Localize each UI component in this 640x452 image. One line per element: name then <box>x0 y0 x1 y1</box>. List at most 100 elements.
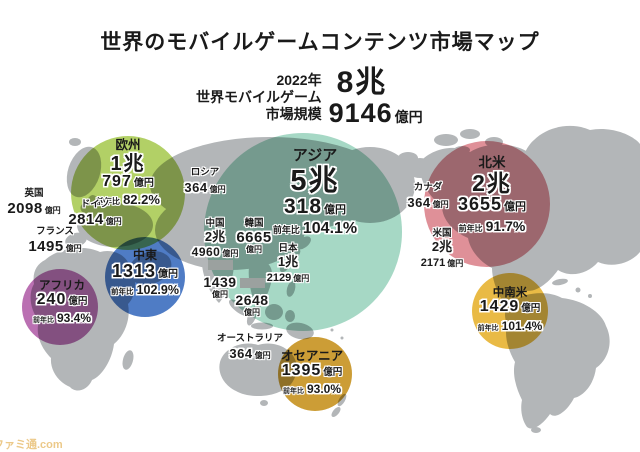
caribbean-dot <box>588 294 592 298</box>
iceland-shape <box>69 138 81 146</box>
pacific-island-dot <box>330 328 334 332</box>
region-name: 欧州 <box>115 138 141 152</box>
region-label-asia: アジア 5兆 318 億円 前年比 104.1% <box>235 148 395 238</box>
country-value: 1495 億円 <box>28 237 82 255</box>
country-value: 1439 <box>203 273 237 290</box>
country-label-canada: カナダ 364 億円 <box>386 182 470 212</box>
region-name: 中南米 <box>492 287 528 299</box>
region-yoy: 前年比 93.4% <box>32 310 92 325</box>
country-value: 2648 <box>235 291 269 308</box>
country-value-cho: 2兆 <box>204 228 226 244</box>
region-name: 中東 <box>132 248 157 262</box>
country-label-obscured-1: 1439 億円 <box>186 257 254 300</box>
country-value: 2098 億円 <box>7 199 61 217</box>
region-label-north-america: 北米 2兆 3655 億円 前年比 91.7% <box>412 155 572 234</box>
region-name: オセアニア <box>280 349 344 363</box>
country-value-cho: 1兆 <box>277 253 299 269</box>
bubble-europe <box>71 136 185 250</box>
country-value: 6665 <box>236 228 272 246</box>
summary-total-oku: 9146 億円 <box>329 98 423 129</box>
caribbean-dot <box>575 287 581 293</box>
region-label-latin-america: 中南米 1429 億円 前年比 101.4% <box>450 287 570 332</box>
summary-total-cho: 8兆 <box>336 66 388 99</box>
country-label-uk: 英国 2098 億円 <box>0 188 76 218</box>
chukotka-shape <box>398 152 418 164</box>
country-value-unit: 億円 <box>212 289 228 299</box>
region-yoy: 前年比 104.1% <box>272 219 358 237</box>
region-value-cho: 1兆 <box>110 153 146 176</box>
tasmania-shape <box>260 400 268 406</box>
country-value: 364 億円 <box>184 179 226 195</box>
tierra-del-fuego-shape <box>531 427 541 433</box>
page-title: 世界のモバイルゲームコンテンツ市場マップ <box>100 31 540 54</box>
summary-year: 2022年 <box>276 72 322 88</box>
country-label-japan: 日本 1兆 2129 億円 <box>251 243 325 286</box>
country-value: 2814 億円 <box>68 210 122 228</box>
summary-total-unit: 億円 <box>394 109 423 125</box>
bubble-asia <box>204 133 402 331</box>
region-label-africa: アフリカ 240 億円 前年比 93.4% <box>0 280 124 324</box>
bubble-middle-east <box>105 237 185 317</box>
country-label-russia: ロシア 364 億円 <box>163 167 247 197</box>
summary-market-label: 世界モバイルゲーム <box>196 88 322 105</box>
region-yoy: 前年比 101.4% <box>477 318 543 333</box>
australia-shape <box>219 343 297 397</box>
region-yoy: 前年比 102.9% <box>111 283 179 298</box>
region-value: 1313 億円 <box>111 260 179 281</box>
region-value: 3655 億円 <box>457 194 527 215</box>
country-value: 2129 億円 <box>266 271 310 284</box>
caribbean-shape <box>552 278 568 286</box>
region-value: 1395 億円 <box>281 362 343 380</box>
bubble-africa <box>22 269 98 345</box>
country-value: 364 億円 <box>407 194 449 210</box>
famitsu-watermark: ファミ通.com <box>0 439 63 451</box>
arctic-island-shape <box>460 129 480 139</box>
region-value: 318 億円 <box>283 194 347 218</box>
region-name: アフリカ <box>39 280 85 292</box>
region-yoy: 前年比 93.0% <box>282 381 342 396</box>
country-value: 364 億円 <box>229 345 271 361</box>
region-value: 1429 億円 <box>479 298 541 316</box>
country-value: 2171 億円 <box>420 256 464 269</box>
country-value-unit: 億円 <box>246 245 262 255</box>
region-value-cho: 2兆 <box>472 170 512 197</box>
region-name: アジア <box>292 147 338 164</box>
country-label-obscured-2: 2648 億円 <box>218 275 286 318</box>
region-label-middle-east: 中東 1313 億円 前年比 102.9% <box>85 249 205 298</box>
bubble-oceania <box>278 337 352 411</box>
country-label-france: フランス 1495 億円 <box>13 226 97 256</box>
country-label-china: 中国 2兆 4960 億円 <box>178 218 252 261</box>
iberia-shape <box>65 232 87 248</box>
market-summary: 2022年 世界モバイルゲーム 市場規模 8兆 9146 億円 <box>196 68 423 129</box>
region-yoy: 前年比 82.2% <box>96 191 160 207</box>
obscured-name-box <box>239 278 265 288</box>
region-label-oceania: オセアニア 1395 億円 前年比 93.0% <box>252 349 372 396</box>
region-value: 240 億円 <box>36 291 88 309</box>
country-value: 4960 億円 <box>191 244 239 259</box>
summary-values: 8兆 9146 億円 <box>329 68 423 129</box>
country-label-usa: 米国 2兆 2171 億円 <box>405 228 479 271</box>
summary-total-oku-number: 9146 <box>328 98 393 128</box>
summary-scale-label: 市場規模 <box>265 105 322 122</box>
country-label-australia: オーストラリア 364 億円 <box>203 333 297 363</box>
region-yoy: 前年比 91.7% <box>458 217 526 234</box>
bubble-north-america <box>424 141 550 267</box>
new-zealand-shape <box>337 393 347 407</box>
region-label-europe: 欧州 1兆 797 億円 前年比 82.2% <box>58 138 198 207</box>
region-value: 797 億円 <box>102 173 154 191</box>
country-value-unit: 億円 <box>244 307 260 317</box>
obscured-name-box <box>207 260 233 270</box>
pacific-island-dot <box>340 336 344 340</box>
summary-labels: 2022年 世界モバイルゲーム 市場規模 <box>196 72 322 129</box>
region-value-cho: 5兆 <box>290 164 340 197</box>
madagascar-shape <box>122 350 134 370</box>
country-label-germany: ドイツ 2814 億円 <box>53 199 137 229</box>
country-label-korea: 韓国 6665 億円 <box>224 218 284 255</box>
new-zealand-shape <box>331 407 341 417</box>
bubble-latin-america <box>472 273 548 349</box>
country-value-cho: 2兆 <box>431 238 453 254</box>
arctic-island-shape <box>434 134 458 146</box>
region-name: 北米 <box>478 155 506 170</box>
